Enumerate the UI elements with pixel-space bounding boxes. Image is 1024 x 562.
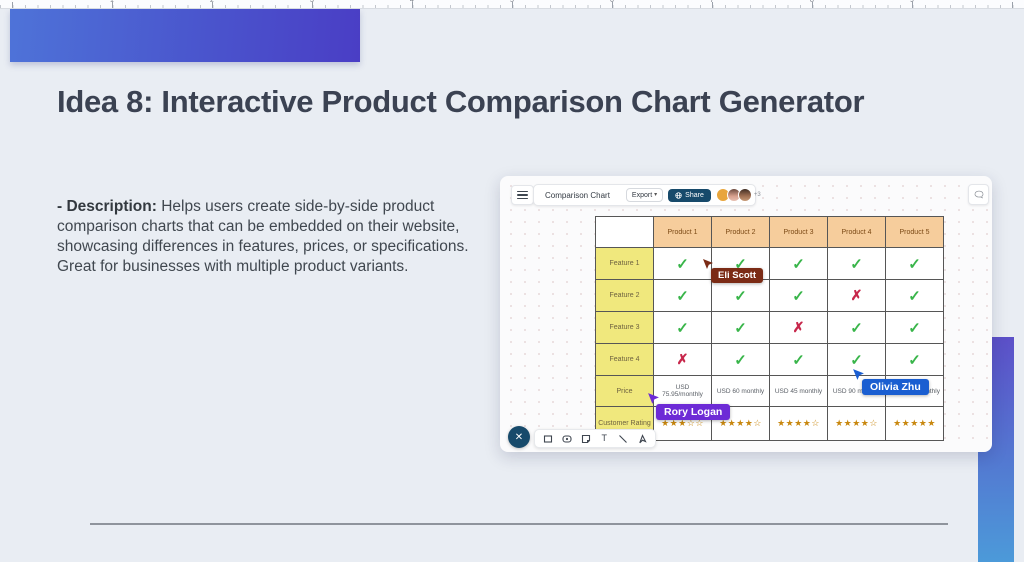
- document-title: Comparison Chart: [545, 190, 610, 200]
- divider-line: [90, 523, 948, 525]
- table-corner-cell[interactable]: [596, 217, 654, 248]
- row-label[interactable]: Feature 2: [596, 280, 654, 312]
- close-icon: ✕: [514, 431, 524, 443]
- description-body: Helps users create side-by-side product …: [57, 198, 469, 275]
- table-cell[interactable]: ✓: [654, 312, 712, 344]
- table-cell[interactable]: ✓: [654, 280, 712, 312]
- description-label: - Description:: [57, 198, 157, 215]
- text-tool-icon: T: [601, 433, 608, 443]
- table-cell[interactable]: ✓: [770, 280, 828, 312]
- table-cell[interactable]: ★★★★☆: [770, 407, 828, 441]
- table-cell[interactable]: USD 90 monthly: [828, 376, 886, 407]
- table-cell[interactable]: ✓: [886, 312, 944, 344]
- row-label[interactable]: Feature 3: [596, 312, 654, 344]
- table-cell[interactable]: ✓: [712, 312, 770, 344]
- ruler-ticks: [0, 0, 1024, 8]
- ruler-number: 6: [610, 0, 614, 4]
- collaborator-avatars: +3: [715, 188, 761, 202]
- line-icon: [619, 434, 627, 443]
- comparison-chart-app: Comparison Chart Export ▾ Share +3 Pr: [500, 176, 992, 452]
- row-label[interactable]: Feature 4: [596, 344, 654, 376]
- app-toolbar: Comparison Chart Export ▾ Share +3: [533, 184, 761, 206]
- ruler-number: 9: [910, 0, 914, 4]
- row-label[interactable]: Price: [596, 376, 654, 407]
- table-cell[interactable]: USD 45 monthly: [770, 376, 828, 407]
- ruler-number: 7: [710, 0, 714, 4]
- note-tool-button[interactable]: [580, 433, 592, 445]
- table-cell[interactable]: USD 75.95/monthly: [654, 376, 712, 407]
- ruler-number: 2: [210, 0, 214, 4]
- avatar[interactable]: [737, 188, 752, 202]
- drawing-toolbar: T: [534, 429, 656, 448]
- share-button[interactable]: Share: [668, 188, 711, 202]
- table-cell[interactable]: ★★★★★: [886, 407, 944, 441]
- comment-bubble-icon: [974, 190, 983, 199]
- description-text[interactable]: - Description: Helps users create side-b…: [57, 197, 471, 277]
- table-cell[interactable]: ✓: [712, 280, 770, 312]
- table-cell[interactable]: ✗: [828, 280, 886, 312]
- rectangle-icon: [544, 434, 553, 443]
- row-label[interactable]: Feature 1: [596, 248, 654, 280]
- column-header[interactable]: Product 2: [712, 217, 770, 248]
- table-cell[interactable]: ★★★★☆: [712, 407, 770, 441]
- table-cell[interactable]: USD 60 monthly: [712, 376, 770, 407]
- avatar-overflow-count[interactable]: +3: [753, 192, 761, 198]
- ruler-number: 4: [410, 0, 414, 4]
- export-label: Export: [631, 191, 653, 199]
- table-cell[interactable]: ✓: [770, 248, 828, 280]
- chevron-down-icon: ▾: [654, 192, 658, 198]
- menu-button[interactable]: [511, 185, 534, 205]
- table-cell[interactable]: ✓: [828, 248, 886, 280]
- export-button[interactable]: Export ▾: [625, 188, 664, 202]
- pen-tool-button[interactable]: [636, 433, 648, 445]
- image-icon: [562, 434, 572, 443]
- horizontal-ruler: 1 2 3 4 5 6 7 8 9: [0, 0, 1024, 9]
- column-header[interactable]: Product 3: [770, 217, 828, 248]
- close-button[interactable]: ✕: [508, 426, 530, 448]
- ruler-number: 5: [510, 0, 514, 4]
- sticky-note-icon: [581, 434, 590, 443]
- table-cell[interactable]: ★★★★☆: [828, 407, 886, 441]
- column-header[interactable]: Product 1: [654, 217, 712, 248]
- table-cell[interactable]: ✓: [712, 344, 770, 376]
- share-label: Share: [685, 191, 704, 199]
- column-header[interactable]: Product 4: [828, 217, 886, 248]
- image-tool-button[interactable]: [561, 433, 573, 445]
- table-cell[interactable]: ✓: [654, 248, 712, 280]
- column-header[interactable]: Product 5: [886, 217, 944, 248]
- table-cell[interactable]: ✓: [712, 248, 770, 280]
- table-cell[interactable]: USD 120 monthly: [886, 376, 944, 407]
- page-title[interactable]: Idea 8: Interactive Product Comparison C…: [57, 84, 865, 119]
- ruler-number: 3: [310, 0, 314, 4]
- table-cell[interactable]: ★★★☆☆: [654, 407, 712, 441]
- table-cell[interactable]: ✓: [886, 280, 944, 312]
- table-cell[interactable]: ✗: [654, 344, 712, 376]
- comment-button[interactable]: [968, 184, 989, 205]
- pen-icon: [638, 433, 647, 443]
- rectangle-tool-button[interactable]: [542, 433, 554, 445]
- ruler-number: 1: [110, 0, 114, 4]
- comparison-table: Product 1 Product 2 Product 3 Product 4 …: [595, 216, 944, 441]
- line-tool-button[interactable]: [617, 433, 629, 445]
- table-cell[interactable]: ✓: [828, 312, 886, 344]
- globe-icon: [675, 191, 682, 199]
- table-cell[interactable]: ✗: [770, 312, 828, 344]
- table-cell[interactable]: ✓: [886, 248, 944, 280]
- header-gradient-bar: [10, 9, 360, 62]
- table-cell[interactable]: ✓: [828, 344, 886, 376]
- table-cell[interactable]: ✓: [770, 344, 828, 376]
- ruler-number: 8: [810, 0, 814, 4]
- text-tool-button[interactable]: T: [598, 433, 610, 445]
- table-cell[interactable]: ✓: [886, 344, 944, 376]
